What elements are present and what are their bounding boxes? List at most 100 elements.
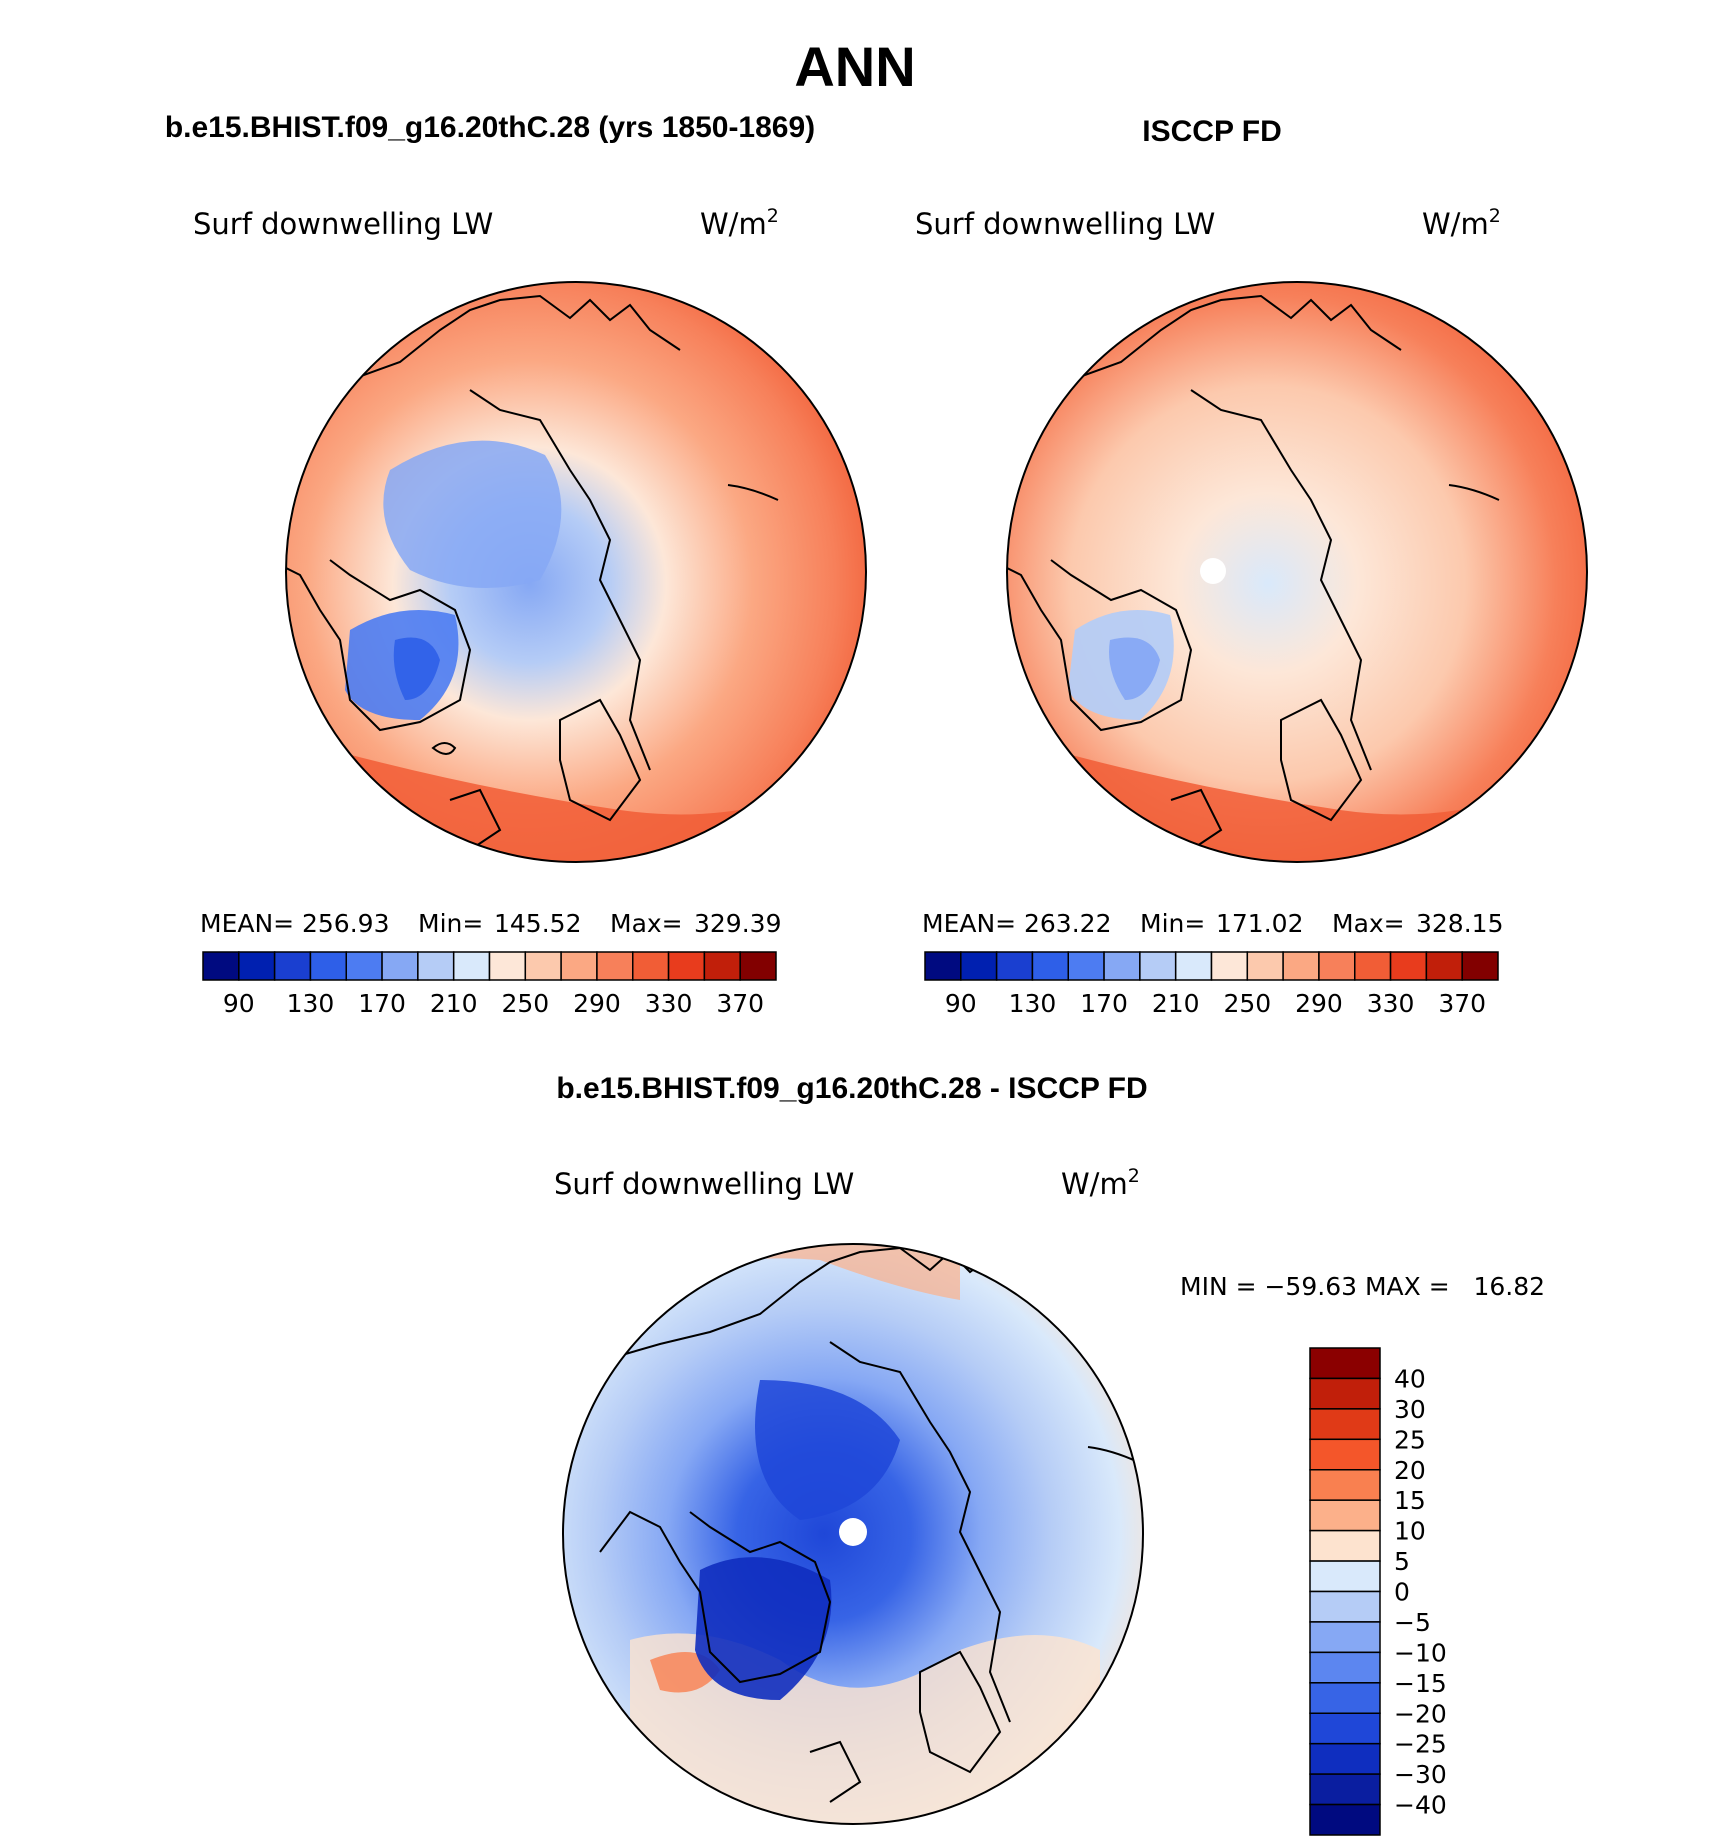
- panel-model-colorbar-swatch: [238, 951, 276, 981]
- panel-obs-colorbar-swatch: [1246, 951, 1284, 981]
- panel-obs-colorbar-swatch: [1389, 951, 1428, 981]
- panel-model-max-value: 329.39: [694, 909, 781, 938]
- panel-diff-colorbar-tick-label: −20: [1394, 1699, 1447, 1728]
- panel-model-mean-value: 256.93: [302, 909, 389, 938]
- panel-obs-max-value: 328.15: [1416, 909, 1503, 938]
- panel-diff-colorbar-tick-label: 10: [1394, 1517, 1426, 1546]
- panel-obs-colorbar: [924, 951, 1499, 981]
- panel-obs-colorbar-tick-label: 90: [945, 989, 977, 1018]
- panel-diff-colorbar-swatch: [1309, 1682, 1381, 1714]
- panel-obs-colorbar-swatch: [1210, 951, 1249, 981]
- panel-diff-colorbar-swatch: [1309, 1621, 1381, 1654]
- panel-obs-title: ISCCP FD: [1142, 115, 1281, 148]
- panel-obs-colorbar-swatch: [1139, 951, 1177, 981]
- panel-diff-colorbar-swatch: [1309, 1469, 1381, 1501]
- panel-diff: b.e15.BHIST.f09_g16.20thC.28 - ISCCP FD …: [554, 1072, 1545, 1836]
- panel-obs-colorbar-swatch: [1103, 951, 1141, 981]
- panel-diff-colorbar-tick-label: 40: [1394, 1364, 1426, 1393]
- panel-diff-colorbar-tick-label: 25: [1394, 1425, 1426, 1454]
- panel-diff-colorbar-swatch: [1309, 1438, 1381, 1471]
- panel-diff-pole-hole: [839, 1518, 867, 1546]
- panel-model-colorbar-swatch: [596, 951, 634, 981]
- panel-obs-colorbar-swatch: [995, 951, 1034, 981]
- panel-diff-colorbar-tick-label: −25: [1394, 1730, 1447, 1759]
- panel-diff-colorbar-swatch: [1309, 1590, 1381, 1623]
- panel-model: b.e15.BHIST.f09_g16.20thC.28 (yrs 1850-1…: [165, 111, 867, 1018]
- page-title: ANN: [794, 35, 915, 98]
- panel-obs-map: [1007, 282, 1587, 862]
- panel-obs-colorbar-tick-label: 290: [1295, 989, 1343, 1018]
- panel-diff-colorbar-swatch: [1309, 1408, 1381, 1441]
- panel-diff-colorbar-swatch: [1309, 1347, 1381, 1380]
- panel-obs-min-label: Min=: [1140, 909, 1205, 938]
- panel-model-units: W/m2: [700, 205, 779, 241]
- panel-obs-stats: MEAN= 263.22 Min= 171.02 Max= 328.15: [922, 909, 1503, 938]
- panel-model-colorbar-tick-label: 130: [287, 989, 335, 1018]
- panel-diff-colorbar-tick-label: −30: [1394, 1760, 1447, 1789]
- panel-diff-colorbar-tick-label: 5: [1394, 1547, 1410, 1576]
- panel-obs-colorbar-tick-label: 210: [1152, 989, 1200, 1018]
- panel-diff-colorbar-swatch: [1309, 1499, 1381, 1532]
- panel-model-colorbar-ticks: 90 130 170 210 250 290 330 370: [223, 989, 764, 1018]
- panel-model-colorbar-swatch: [667, 951, 706, 981]
- panel-model-colorbar-swatch: [309, 951, 347, 981]
- panel-obs-colorbar-swatch: [1318, 951, 1356, 981]
- panel-obs-max-label: Max=: [1332, 909, 1405, 938]
- panel-obs-colorbar-tick-label: 330: [1367, 989, 1415, 1018]
- panel-obs-colorbar-tick-label: 370: [1438, 989, 1486, 1018]
- panel-model-colorbar-tick-label: 330: [645, 989, 693, 1018]
- panel-model-colorbar-swatch: [202, 951, 240, 981]
- panel-model-stats: MEAN= 256.93 Min= 145.52 Max= 329.39: [200, 909, 781, 938]
- panel-model-colorbar-swatch: [452, 951, 491, 981]
- panel-obs: ISCCP FD Surf downwelling LW W/m2 MEAN= …: [915, 115, 1588, 1018]
- panel-diff-colorbar-tick-label: −10: [1394, 1638, 1447, 1667]
- panel-diff-title: b.e15.BHIST.f09_g16.20thC.28 - ISCCP FD: [556, 1072, 1147, 1105]
- panel-model-mean-label: MEAN=: [200, 909, 294, 938]
- panel-obs-colorbar-tick-label: 250: [1223, 989, 1271, 1018]
- panel-diff-colorbar-tick-label: 15: [1394, 1486, 1426, 1515]
- panel-diff-map-border: [562, 1243, 1144, 1825]
- panel-diff-colorbar-swatch: [1309, 1773, 1381, 1806]
- panel-model-colorbar-tick-label: 90: [223, 989, 255, 1018]
- panel-obs-colorbar-ticks: 90 130 170 210 250 290 330 370: [945, 989, 1486, 1018]
- panel-diff-colorbar-tick-label: 0: [1394, 1578, 1410, 1607]
- panel-model-colorbar-tick-label: 210: [430, 989, 478, 1018]
- panel-diff-units: W/m2: [1061, 1165, 1140, 1201]
- panel-model-greenland-core: [393, 637, 440, 700]
- panel-diff-colorbar-swatch: [1309, 1651, 1381, 1684]
- panel-obs-colorbar-swatch: [1174, 951, 1213, 981]
- panel-obs-colorbar-swatch: [1067, 951, 1105, 981]
- panel-obs-colorbar-swatch: [1031, 951, 1069, 981]
- panel-diff-colorbar-tick-label: 30: [1394, 1395, 1426, 1424]
- panel-model-variable-label: Surf downwelling LW: [193, 207, 493, 241]
- panel-diff-colorbar-tick-label: −40: [1394, 1791, 1447, 1820]
- panel-model-max-label: Max=: [610, 909, 683, 938]
- panel-model-colorbar-swatch: [381, 951, 419, 981]
- panel-model-colorbar-swatch: [417, 951, 455, 981]
- panel-obs-mean-value: 263.22: [1024, 909, 1111, 938]
- panel-model-colorbar-swatch: [632, 951, 670, 981]
- panel-obs-units: W/m2: [1422, 205, 1501, 241]
- panel-diff-variable-label: Surf downwelling LW: [554, 1167, 854, 1201]
- panel-model-coastlines: [286, 294, 779, 851]
- panel-diff-colorbar-swatch: [1309, 1377, 1381, 1410]
- panel-obs-colorbar-swatch: [1425, 951, 1463, 981]
- panel-obs-colorbar-tick-label: 170: [1080, 989, 1128, 1018]
- panel-model-colorbar-swatch: [560, 951, 598, 981]
- panel-diff-colorbar-tick-label: −5: [1394, 1608, 1431, 1637]
- panel-obs-colorbar-swatch: [960, 951, 998, 981]
- panel-diff-colorbar-swatch: [1309, 1560, 1381, 1593]
- panel-obs-map-border: [1006, 281, 1588, 863]
- panel-diff-colorbar-swatch: [1309, 1529, 1381, 1562]
- panel-obs-colorbar-swatch: [1461, 951, 1499, 981]
- panel-model-colorbar-swatch: [739, 951, 777, 981]
- panel-diff-colorbar-swatch: [1309, 1742, 1381, 1775]
- panel-model-colorbar-tick-label: 250: [501, 989, 549, 1018]
- panel-model-colorbar-tick-label: 370: [716, 989, 764, 1018]
- panel-model-colorbar-swatch: [273, 951, 312, 981]
- panel-model-sea-ice-low: [383, 440, 562, 588]
- panel-model-title: b.e15.BHIST.f09_g16.20thC.28 (yrs 1850-1…: [165, 111, 815, 144]
- panel-model-colorbar: [202, 951, 777, 981]
- panel-obs-colorbar-swatch: [1282, 951, 1320, 981]
